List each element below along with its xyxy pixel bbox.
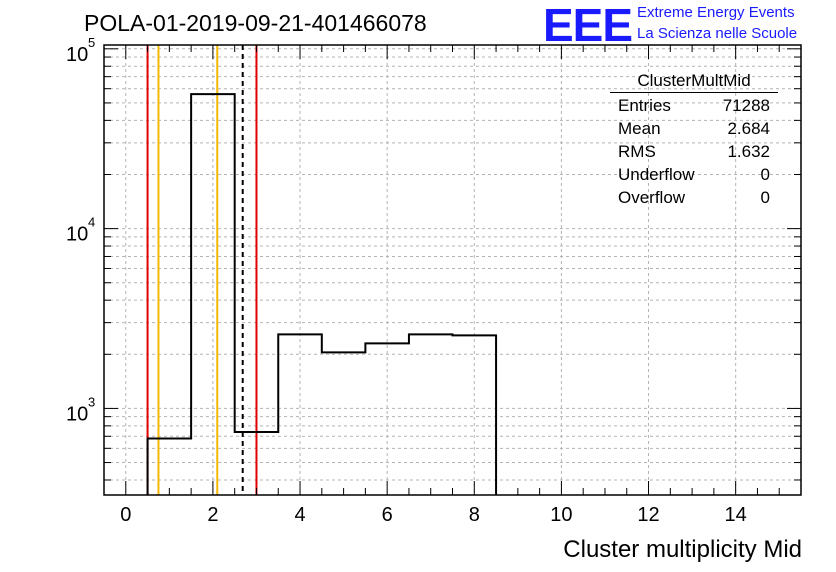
- y-tick-label: 10: [66, 224, 88, 246]
- stats-label: Overflow: [618, 188, 686, 207]
- y-tick-exponent: 5: [88, 35, 95, 50]
- eee-logo: EEE: [543, 0, 633, 51]
- histogram-bars: [146, 93, 498, 495]
- x-tick-label: 6: [382, 504, 393, 526]
- chart-title: POLA-01-2019-09-21-401466078: [84, 10, 427, 36]
- x-tick-label: 10: [550, 504, 572, 526]
- stats-row-entries: Entries 71288: [610, 95, 778, 118]
- y-tick-exponent: 3: [88, 394, 95, 409]
- logo-subtitle-line2: La Scienza nelle Scuole: [637, 25, 798, 42]
- x-tick-label: 0: [120, 504, 131, 526]
- histogram-outline: [146, 93, 498, 495]
- x-tick-label: 4: [294, 504, 305, 526]
- stats-label: RMS: [618, 142, 656, 161]
- stats-label: Mean: [618, 119, 661, 138]
- stats-divider: [610, 92, 778, 93]
- marker-lines: [146, 45, 258, 495]
- stats-row-underflow: Underflow 0: [610, 164, 778, 187]
- stats-box: ClusterMultMid Entries 71288 Mean 2.684 …: [610, 70, 778, 210]
- stats-row-overflow: Overflow 0: [610, 187, 778, 210]
- stats-title: ClusterMultMid: [637, 71, 751, 90]
- stats-row-rms: RMS 1.632: [610, 141, 778, 164]
- logo-subtitle-line1: Extreme Energy Events: [637, 4, 795, 21]
- x-axis-label: Cluster multiplicity Mid: [563, 536, 802, 563]
- stats-value: 1.632: [727, 142, 770, 161]
- x-tick-label: 2: [207, 504, 218, 526]
- stats-value: 2.684: [727, 119, 770, 138]
- x-tick-label: 12: [637, 504, 659, 526]
- stats-value: 0: [760, 188, 770, 207]
- stats-label: Entries: [618, 96, 671, 115]
- stats-row-mean: Mean 2.684: [610, 118, 778, 141]
- axis-ticks: [104, 45, 801, 495]
- histogram-bin: [409, 334, 453, 495]
- x-tick-label: 8: [469, 504, 480, 526]
- stats-value: 71288: [722, 96, 770, 115]
- y-tick-label: 10: [66, 44, 88, 66]
- x-tick-label: 14: [725, 504, 747, 526]
- histogram-bin: [322, 352, 366, 495]
- y-tick-exponent: 4: [88, 215, 95, 230]
- histogram-bin: [148, 439, 192, 495]
- stats-label: Underflow: [618, 165, 695, 184]
- y-tick-label: 10: [66, 403, 88, 425]
- stats-value: 0: [760, 165, 770, 184]
